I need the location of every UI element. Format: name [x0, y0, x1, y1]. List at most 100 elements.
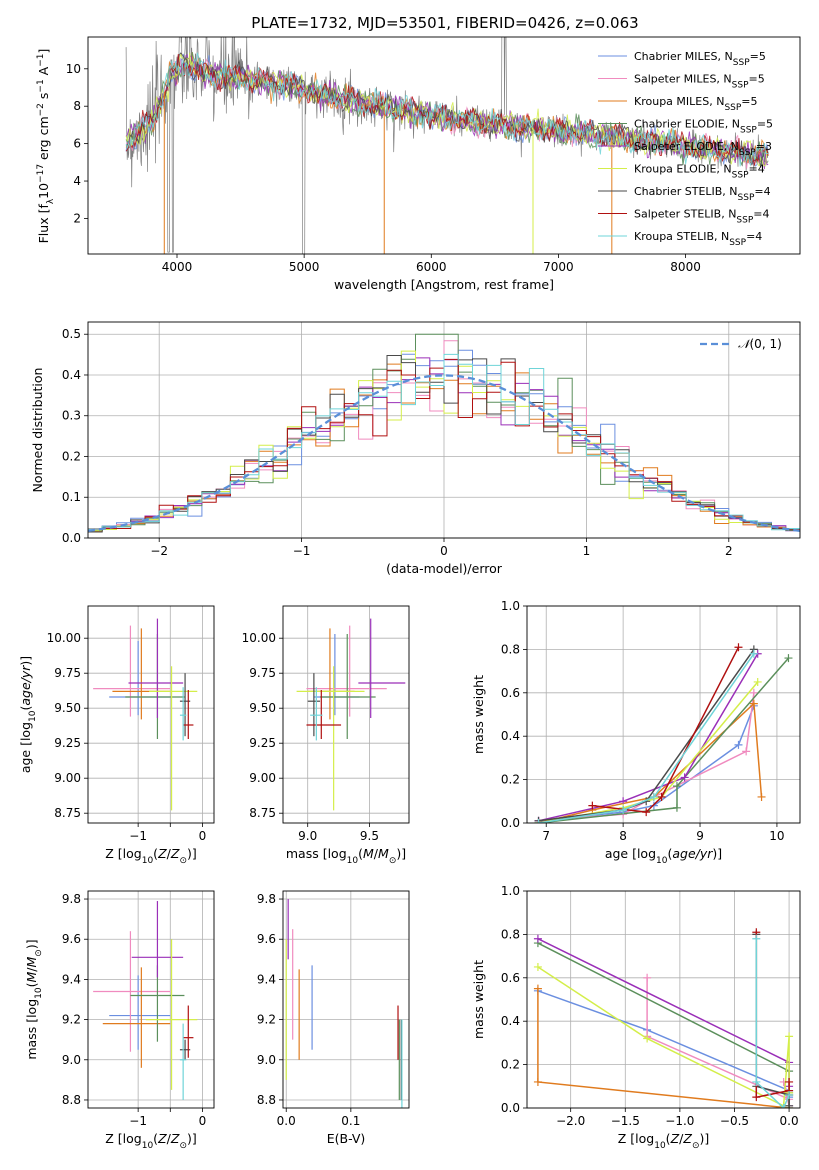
label-part: 10 — [36, 183, 51, 199]
label-part: )] — [187, 1131, 197, 1146]
label-part: =3 — [756, 140, 772, 153]
weight-marker-chabrier_stelib — [785, 1101, 794, 1108]
label-part: SSP — [729, 238, 746, 248]
y-tick-label: 10.00 — [47, 631, 81, 645]
y-tick-label: 9.0 — [62, 1053, 81, 1067]
weight-marker-kroupa_elodie — [643, 1034, 652, 1043]
label-part: 10 — [347, 856, 359, 866]
weight-line-chabrier_elodie — [538, 657, 790, 823]
label-part: M — [24, 956, 39, 967]
weight-line-salpeter_elodie — [538, 653, 759, 822]
weight-marker-kroupa_stelib — [749, 649, 758, 658]
y-tick-label: 9.4 — [62, 972, 81, 986]
legend-label-kroupa_elodie: Kroupa ELODIE, NSSP=4 — [634, 163, 765, 181]
label-part: =4 — [749, 163, 765, 176]
x-tick-label: 7 — [542, 829, 550, 843]
weight-marker-kroupa_elodie — [785, 1032, 794, 1041]
y-tick-label: 0.0 — [501, 816, 520, 830]
label-part: wavelength [Angstrom, rest frame] — [334, 277, 554, 292]
y-tick-label: 0.4 — [501, 1014, 520, 1028]
legend-label-salpeter_stelib: Salpeter STELIB, NSSP=4 — [634, 208, 770, 226]
y-axis-label: mass weight — [471, 675, 486, 754]
label-part: age [log — [605, 846, 656, 861]
y-tick-label: 0.4 — [501, 729, 520, 743]
label-part: ( — [153, 1131, 158, 1146]
label-part: SSP — [732, 171, 749, 181]
axes-frame — [526, 605, 801, 824]
axes-frame — [87, 36, 801, 255]
y-tick-label: 10 — [66, 62, 81, 76]
x-tick-label: 2 — [725, 544, 733, 558]
x-tick-label: −2.0 — [556, 1114, 585, 1128]
label-part: / — [167, 1131, 172, 1146]
y-tick-label: 8.75 — [54, 806, 81, 820]
weight-marker-salpeter_stelib — [734, 643, 743, 652]
y-tick-label: 0.4 — [62, 368, 81, 382]
plot-area-ebv_mass — [285, 899, 403, 1108]
x-axis-label: wavelength [Angstrom, rest frame] — [334, 277, 554, 292]
weight-marker-kroupa_stelib — [785, 1090, 794, 1099]
x-tick-label: −1 — [293, 544, 311, 558]
y-tick-label: 1.0 — [501, 884, 520, 898]
legend-label-kroupa_stelib: Kroupa STELIB, NSSP=4 — [634, 230, 762, 248]
y-tick-label: 8.8 — [257, 1093, 276, 1107]
label-part: A — [36, 66, 51, 79]
y-tick-label: 6 — [73, 137, 81, 151]
weight-marker-chabrier_miles — [649, 801, 658, 810]
y-tick-label: 2 — [73, 211, 81, 225]
label-part: s — [36, 93, 51, 104]
weight-marker-chabrier_elodie — [672, 803, 681, 812]
y-tick-label: 1.0 — [501, 599, 520, 613]
weight-marker-chabrier_miles — [734, 740, 743, 749]
label-part: M — [24, 972, 39, 983]
label-part: −1 — [36, 54, 46, 67]
y-tick-label: 8 — [73, 99, 81, 113]
weight-line-chabrier_miles — [537, 990, 790, 1106]
label-part: age [log — [18, 722, 33, 773]
y-tick-label: 9.00 — [249, 771, 276, 785]
axes-spectrum: 4000 5000 6000 7000 8000 2 4 6 8 10 wavelength [An… — [36, 36, 801, 292]
plot-area-residuals — [88, 333, 800, 533]
y-tick-label: 0.6 — [501, 971, 520, 985]
x-tick-label: 9 — [696, 829, 704, 843]
y-tick-label: 9.4 — [257, 972, 276, 986]
y-tick-label: 0.8 — [501, 927, 520, 941]
label-part: )] — [396, 846, 406, 861]
label-part: (0, 1) — [750, 337, 782, 351]
x-tick-label: −0.5 — [720, 1114, 749, 1128]
axes-mass_age: 9.0 9.5 8.75 9.00 9.25 9.50 9.75 10.00 mass [log… — [242, 605, 410, 866]
label-part: Z [log — [105, 846, 141, 861]
label-part: =4 — [746, 230, 762, 243]
label-part: ⊙ — [692, 1141, 700, 1151]
label-part: ( — [18, 706, 33, 711]
label-part: ⊙ — [179, 856, 187, 866]
y-tick-label: 9.6 — [62, 932, 81, 946]
x-axis-label: age [log10(age/yr)] — [605, 846, 722, 866]
label-part: SSP — [724, 103, 741, 113]
label-part: mass weight — [471, 960, 486, 1039]
x-axis-label: mass [log10(M/M⊙)] — [286, 846, 406, 866]
x-tick-label: 4000 — [162, 260, 193, 274]
weight-line-salpeter_stelib — [592, 646, 740, 813]
histogram-step-kroupa_stelib — [88, 353, 800, 531]
x-tick-label: 0.0 — [277, 1114, 296, 1128]
label-part: (data-model)/error — [386, 561, 503, 576]
label-part: )] — [187, 846, 197, 861]
label-part: M — [378, 846, 389, 861]
y-tick-label: 9.50 — [54, 701, 81, 715]
axes-frame — [282, 890, 410, 1109]
weight-line-salpeter_miles — [646, 977, 791, 1106]
label-part: erg cm — [36, 116, 51, 164]
weight-marker-kroupa_stelib — [534, 819, 543, 823]
weight-line-salpeter_stelib — [755, 932, 790, 1099]
y-tick-label: 9.0 — [257, 1053, 276, 1067]
weight-marker-kroupa_miles — [749, 699, 758, 708]
x-tick-label: −1 — [129, 829, 147, 843]
y-tick-label: 4 — [73, 174, 81, 188]
y-tick-label: 9.2 — [257, 1013, 276, 1027]
weight-marker-salpeter_stelib — [642, 808, 651, 817]
x-tick-label: −1.5 — [611, 1114, 640, 1128]
label-part: =5 — [750, 50, 766, 63]
